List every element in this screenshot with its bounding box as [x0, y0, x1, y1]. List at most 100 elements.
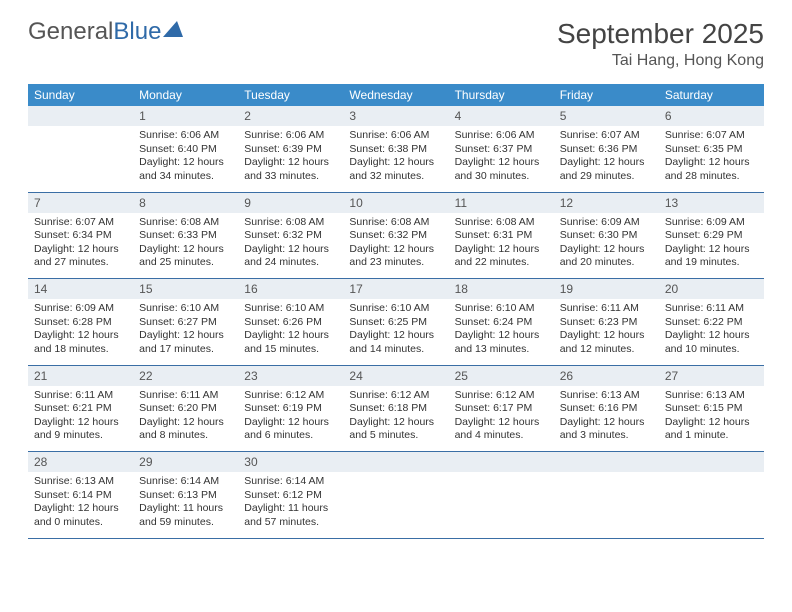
day-number: 27 [659, 365, 764, 386]
day-number: 29 [133, 452, 238, 473]
sunrise-text: Sunrise: 6:13 AM [34, 475, 127, 489]
daylight-text: Daylight: 12 hours [139, 329, 232, 343]
sunrise-text: Sunrise: 6:08 AM [139, 216, 232, 230]
day-number: 21 [28, 365, 133, 386]
day-number: 2 [238, 106, 343, 126]
daylight-text: and 23 minutes. [349, 256, 442, 270]
day-cell: Sunrise: 6:11 AMSunset: 6:21 PMDaylight:… [28, 386, 133, 452]
sunrise-text: Sunrise: 6:12 AM [244, 389, 337, 403]
daynum-row: 14151617181920 [28, 279, 764, 300]
sunrise-text: Sunrise: 6:09 AM [34, 302, 127, 316]
daylight-text: and 10 minutes. [665, 343, 758, 357]
day-cell: Sunrise: 6:06 AMSunset: 6:37 PMDaylight:… [449, 126, 554, 192]
daylight-text: and 22 minutes. [455, 256, 548, 270]
sunset-text: Sunset: 6:39 PM [244, 143, 337, 157]
sunset-text: Sunset: 6:25 PM [349, 316, 442, 330]
sunrise-text: Sunrise: 6:06 AM [244, 129, 337, 143]
daylight-text: Daylight: 12 hours [455, 243, 548, 257]
brand-name-1: General [28, 18, 113, 46]
daylight-text: Daylight: 11 hours [244, 502, 337, 516]
content-row: Sunrise: 6:07 AMSunset: 6:34 PMDaylight:… [28, 213, 764, 279]
sunset-text: Sunset: 6:12 PM [244, 489, 337, 503]
daylight-text: Daylight: 12 hours [34, 243, 127, 257]
day-cell [659, 472, 764, 538]
day-cell: Sunrise: 6:10 AMSunset: 6:24 PMDaylight:… [449, 299, 554, 365]
day-cell: Sunrise: 6:14 AMSunset: 6:13 PMDaylight:… [133, 472, 238, 538]
day-cell: Sunrise: 6:12 AMSunset: 6:19 PMDaylight:… [238, 386, 343, 452]
daylight-text: and 0 minutes. [34, 516, 127, 530]
sunrise-text: Sunrise: 6:08 AM [244, 216, 337, 230]
daylight-text: and 1 minute. [665, 429, 758, 443]
day-number: 19 [554, 279, 659, 300]
sunset-text: Sunset: 6:20 PM [139, 402, 232, 416]
day-number: 6 [659, 106, 764, 126]
day-cell: Sunrise: 6:13 AMSunset: 6:15 PMDaylight:… [659, 386, 764, 452]
daylight-text: Daylight: 12 hours [349, 156, 442, 170]
sunrise-text: Sunrise: 6:07 AM [560, 129, 653, 143]
day-cell: Sunrise: 6:10 AMSunset: 6:26 PMDaylight:… [238, 299, 343, 365]
day-number: 17 [343, 279, 448, 300]
day-cell [449, 472, 554, 538]
sunrise-text: Sunrise: 6:14 AM [139, 475, 232, 489]
daylight-text: and 29 minutes. [560, 170, 653, 184]
sunset-text: Sunset: 6:32 PM [244, 229, 337, 243]
day-cell: Sunrise: 6:08 AMSunset: 6:31 PMDaylight:… [449, 213, 554, 279]
daylight-text: Daylight: 12 hours [244, 243, 337, 257]
sunset-text: Sunset: 6:27 PM [139, 316, 232, 330]
daylight-text: Daylight: 12 hours [34, 416, 127, 430]
day-cell: Sunrise: 6:11 AMSunset: 6:23 PMDaylight:… [554, 299, 659, 365]
title-block: September 2025 Tai Hang, Hong Kong [557, 18, 764, 70]
day-number [28, 106, 133, 126]
daylight-text: Daylight: 12 hours [665, 243, 758, 257]
daylight-text: and 19 minutes. [665, 256, 758, 270]
day-number: 28 [28, 452, 133, 473]
daylight-text: Daylight: 12 hours [139, 156, 232, 170]
daylight-text: and 14 minutes. [349, 343, 442, 357]
daylight-text: Daylight: 11 hours [139, 502, 232, 516]
daylight-text: Daylight: 12 hours [560, 329, 653, 343]
day-cell: Sunrise: 6:07 AMSunset: 6:36 PMDaylight:… [554, 126, 659, 192]
content-row: Sunrise: 6:06 AMSunset: 6:40 PMDaylight:… [28, 126, 764, 192]
day-number: 4 [449, 106, 554, 126]
day-cell: Sunrise: 6:08 AMSunset: 6:32 PMDaylight:… [343, 213, 448, 279]
sunset-text: Sunset: 6:31 PM [455, 229, 548, 243]
content-row: Sunrise: 6:13 AMSunset: 6:14 PMDaylight:… [28, 472, 764, 538]
sunrise-text: Sunrise: 6:13 AM [560, 389, 653, 403]
day-number: 26 [554, 365, 659, 386]
weekday-header: Thursday [449, 84, 554, 106]
daynum-row: 282930 [28, 452, 764, 473]
day-number: 14 [28, 279, 133, 300]
day-cell: Sunrise: 6:07 AMSunset: 6:35 PMDaylight:… [659, 126, 764, 192]
daylight-text: Daylight: 12 hours [34, 502, 127, 516]
sunset-text: Sunset: 6:15 PM [665, 402, 758, 416]
calendar-page: GeneralBlue September 2025 Tai Hang, Hon… [0, 0, 792, 612]
sunrise-text: Sunrise: 6:13 AM [665, 389, 758, 403]
daylight-text: Daylight: 12 hours [349, 329, 442, 343]
weekday-header: Saturday [659, 84, 764, 106]
day-cell: Sunrise: 6:11 AMSunset: 6:22 PMDaylight:… [659, 299, 764, 365]
day-number: 11 [449, 192, 554, 213]
sunset-text: Sunset: 6:24 PM [455, 316, 548, 330]
daylight-text: and 8 minutes. [139, 429, 232, 443]
daylight-text: and 12 minutes. [560, 343, 653, 357]
sunrise-text: Sunrise: 6:14 AM [244, 475, 337, 489]
day-cell: Sunrise: 6:10 AMSunset: 6:27 PMDaylight:… [133, 299, 238, 365]
daylight-text: Daylight: 12 hours [244, 156, 337, 170]
sunset-text: Sunset: 6:32 PM [349, 229, 442, 243]
day-number: 9 [238, 192, 343, 213]
sunrise-text: Sunrise: 6:07 AM [34, 216, 127, 230]
content-row: Sunrise: 6:09 AMSunset: 6:28 PMDaylight:… [28, 299, 764, 365]
page-header: GeneralBlue September 2025 Tai Hang, Hon… [28, 18, 764, 70]
content-row: Sunrise: 6:11 AMSunset: 6:21 PMDaylight:… [28, 386, 764, 452]
sunrise-text: Sunrise: 6:07 AM [665, 129, 758, 143]
sunset-text: Sunset: 6:16 PM [560, 402, 653, 416]
daylight-text: Daylight: 12 hours [455, 416, 548, 430]
sunset-text: Sunset: 6:29 PM [665, 229, 758, 243]
day-cell [343, 472, 448, 538]
sunrise-text: Sunrise: 6:12 AM [455, 389, 548, 403]
daylight-text: and 34 minutes. [139, 170, 232, 184]
sunrise-text: Sunrise: 6:12 AM [349, 389, 442, 403]
daynum-row: 78910111213 [28, 192, 764, 213]
daylight-text: Daylight: 12 hours [244, 416, 337, 430]
sunrise-text: Sunrise: 6:08 AM [349, 216, 442, 230]
